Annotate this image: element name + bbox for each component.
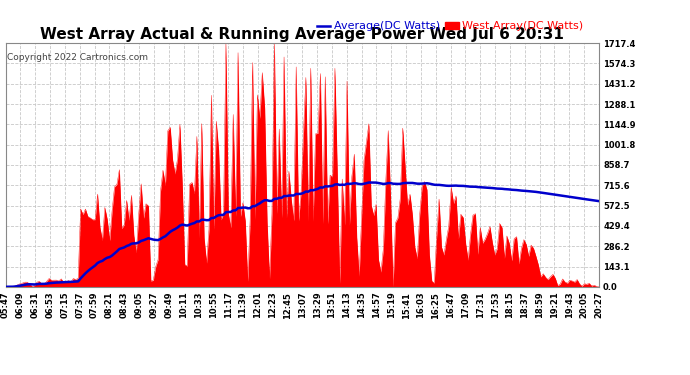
Text: Copyright 2022 Cartronics.com: Copyright 2022 Cartronics.com bbox=[7, 53, 148, 62]
Title: West Array Actual & Running Average Power Wed Jul 6 20:31: West Array Actual & Running Average Powe… bbox=[40, 27, 564, 42]
Legend: Average(DC Watts), West Array(DC Watts): Average(DC Watts), West Array(DC Watts) bbox=[313, 17, 587, 36]
